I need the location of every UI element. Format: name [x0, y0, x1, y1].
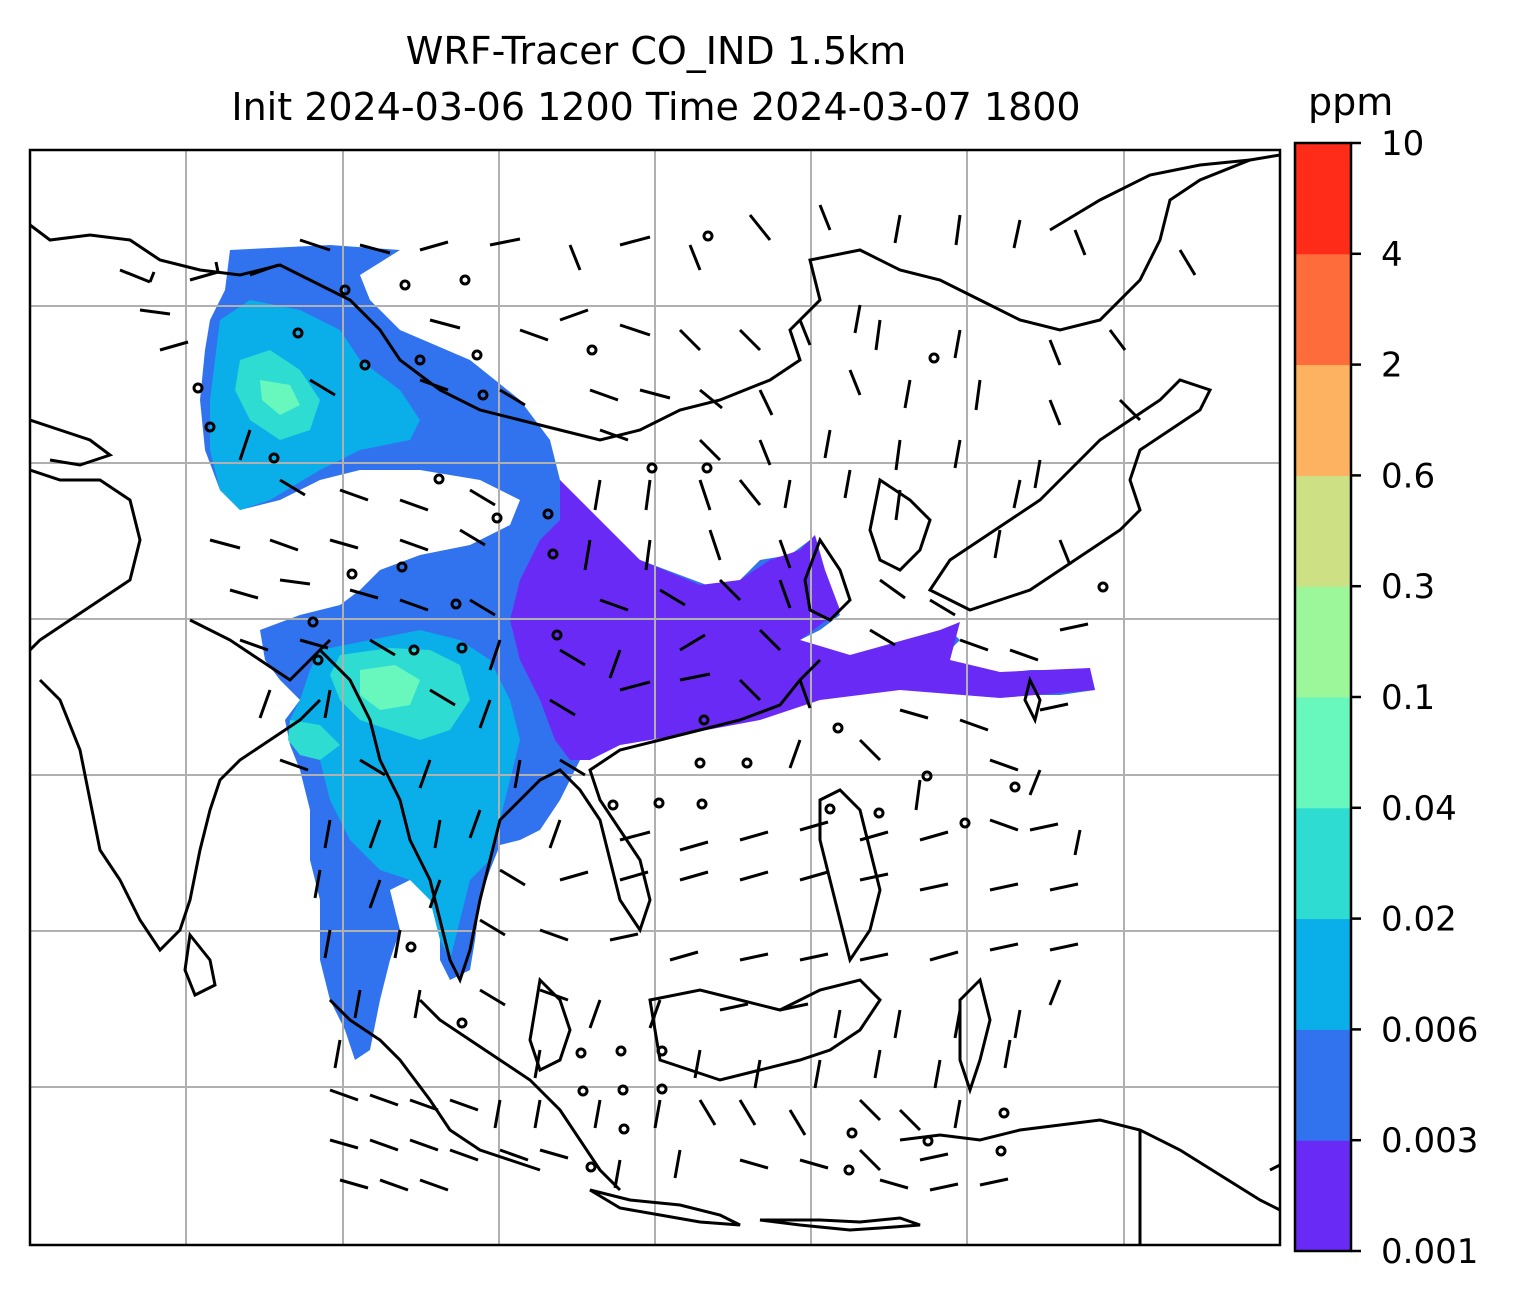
colorbar-band-7: [1295, 364, 1351, 476]
chart-title-line-1: WRF-Tracer CO_IND 1.5km: [405, 29, 907, 73]
plume-level-0.02: [235, 350, 470, 760]
colorbar-band-2: [1295, 918, 1351, 1030]
chart-title-line-2: Init 2024-03-06 1200 Time 2024-03-07 180…: [231, 85, 1081, 129]
wind-barbs: [119, 204, 1197, 1192]
plume-level-0.006: [210, 300, 520, 960]
colorbar-tick-label-10: 10: [1381, 124, 1424, 164]
colorbar-band-5: [1295, 586, 1351, 698]
colorbar-band-8: [1295, 253, 1351, 366]
colorbar-band-0: [1295, 1140, 1351, 1252]
colorbar-bands: [1295, 143, 1351, 1252]
colorbar-tick-label-0: 0.001: [1381, 1232, 1478, 1272]
colorbar-ticks: 0.001 0.003 0.006 0.02 0.04 0.1 0.3 0.6 2 4 10: [1351, 124, 1478, 1272]
map-frame: [28, 148, 1282, 1247]
calm-wind-markers: [192, 230, 1109, 1176]
colorbar-unit-label: ppm: [1308, 80, 1394, 124]
colorbar-band-1: [1295, 1029, 1351, 1141]
colorbar-tick-label-1: 0.003: [1381, 1121, 1478, 1161]
colorbar-band-9: [1295, 143, 1351, 255]
colorbar-tick-label-3: 0.02: [1381, 900, 1457, 940]
gridlines: [30, 150, 1280, 1245]
colorbar-band-4: [1295, 697, 1351, 809]
coastlines: [30, 153, 1280, 1245]
colorbar-tick-label-8: 2: [1381, 346, 1403, 386]
colorbar-band-3: [1295, 807, 1351, 920]
colorbar-tick-label-6: 0.3: [1381, 567, 1435, 607]
colorbar-tick-label-5: 0.1: [1381, 678, 1435, 718]
colorbar-tick-label-2: 0.006: [1381, 1010, 1478, 1050]
colorbar-tick-label-9: 4: [1381, 235, 1403, 275]
plume-level-0.04: [260, 380, 420, 710]
colorbar-tick-label-4: 0.04: [1381, 789, 1457, 829]
colorbar-band-6: [1295, 475, 1351, 587]
colorbar-tick-label-7: 0.6: [1381, 456, 1435, 496]
